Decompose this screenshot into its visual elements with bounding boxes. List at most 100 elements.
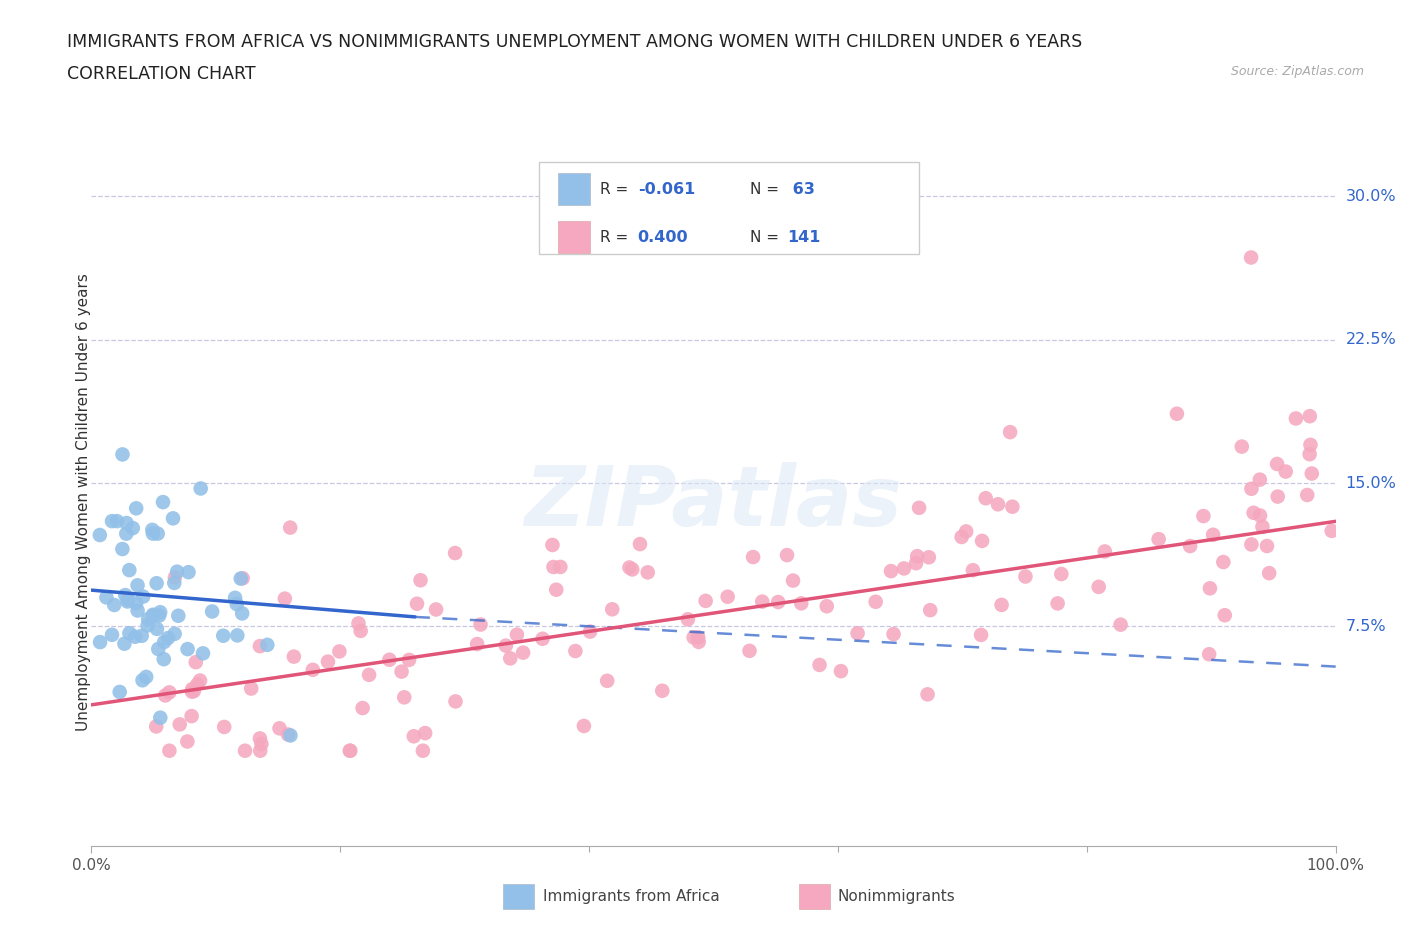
Point — [1001, 499, 1024, 514]
Point — [628, 537, 651, 551]
Point — [409, 573, 432, 588]
Point — [425, 602, 447, 617]
Point — [190, 481, 212, 496]
Point — [316, 654, 339, 669]
Text: IMMIGRANTS FROM AFRICA VS NONIMMIGRANTS UNEMPLOYMENT AMONG WOMEN WITH CHILDREN U: IMMIGRANTS FROM AFRICA VS NONIMMIGRANTS … — [67, 33, 1083, 50]
Point — [89, 634, 111, 649]
Point — [212, 720, 235, 735]
Point — [1046, 596, 1069, 611]
Point — [146, 621, 169, 636]
Point — [970, 628, 993, 643]
Point — [152, 495, 174, 510]
Point — [250, 737, 273, 751]
Text: N =: N = — [749, 230, 783, 245]
Point — [136, 618, 159, 633]
Point — [905, 549, 928, 564]
Point — [444, 546, 467, 561]
Point — [229, 571, 252, 586]
Point — [125, 596, 148, 611]
Point — [146, 526, 169, 541]
Text: 22.5%: 22.5% — [1346, 332, 1396, 347]
Point — [880, 564, 903, 578]
Point — [111, 541, 134, 556]
Point — [1094, 544, 1116, 559]
Point — [394, 690, 416, 705]
Point — [742, 550, 765, 565]
Point — [283, 649, 305, 664]
Point — [1202, 527, 1225, 542]
Point — [1296, 487, 1319, 502]
Point — [108, 684, 131, 699]
Point — [1213, 608, 1236, 623]
Point — [103, 598, 125, 613]
FancyBboxPatch shape — [558, 221, 591, 253]
Point — [470, 618, 492, 632]
Point — [118, 626, 141, 641]
Text: Nonimmigrants: Nonimmigrants — [838, 889, 956, 904]
Point — [883, 627, 905, 642]
Point — [148, 642, 170, 657]
Point — [974, 491, 997, 506]
Point — [1249, 472, 1271, 487]
Text: Source: ZipAtlas.com: Source: ZipAtlas.com — [1230, 65, 1364, 78]
Point — [231, 606, 253, 621]
Point — [269, 721, 291, 736]
Point — [186, 677, 208, 692]
Point — [918, 550, 941, 565]
Point — [1050, 566, 1073, 581]
Point — [156, 631, 179, 645]
Point — [240, 681, 263, 696]
Point — [1298, 446, 1320, 461]
Point — [1087, 579, 1109, 594]
Point — [163, 576, 186, 591]
Point — [177, 565, 200, 579]
Point — [176, 642, 198, 657]
Point — [180, 709, 202, 724]
Point — [637, 565, 659, 579]
Point — [89, 527, 111, 542]
Text: N =: N = — [749, 181, 783, 196]
Point — [688, 634, 710, 649]
Point — [950, 529, 973, 544]
Point — [163, 570, 186, 585]
Text: R =: R = — [600, 230, 634, 245]
Point — [905, 556, 928, 571]
Point — [111, 447, 134, 462]
Point — [1299, 437, 1322, 452]
Point — [738, 644, 761, 658]
Point — [412, 743, 434, 758]
Point — [121, 521, 143, 536]
Point — [232, 571, 254, 586]
Point — [249, 743, 271, 758]
Point — [153, 634, 176, 649]
Point — [167, 608, 190, 623]
Point — [955, 524, 977, 538]
Point — [987, 497, 1010, 512]
Point — [162, 511, 184, 525]
Point — [1285, 411, 1308, 426]
Point — [893, 561, 915, 576]
Point — [142, 607, 165, 622]
Text: Immigrants from Africa: Immigrants from Africa — [543, 889, 720, 904]
Point — [413, 725, 436, 740]
Point — [328, 644, 350, 658]
Point — [688, 630, 710, 644]
Point — [125, 501, 148, 516]
Point — [1240, 250, 1263, 265]
Point — [908, 500, 931, 515]
Point — [131, 629, 153, 644]
Point — [157, 743, 180, 758]
Point — [277, 727, 299, 742]
Point — [136, 612, 159, 627]
Point — [347, 616, 370, 631]
Point — [546, 582, 568, 597]
Point — [176, 734, 198, 749]
Point — [815, 599, 838, 614]
Point — [1299, 409, 1322, 424]
Point — [145, 719, 167, 734]
Point — [114, 588, 136, 603]
Text: -0.061: -0.061 — [638, 181, 695, 196]
Point — [127, 603, 149, 618]
Point — [1212, 554, 1234, 569]
Point — [115, 515, 138, 530]
